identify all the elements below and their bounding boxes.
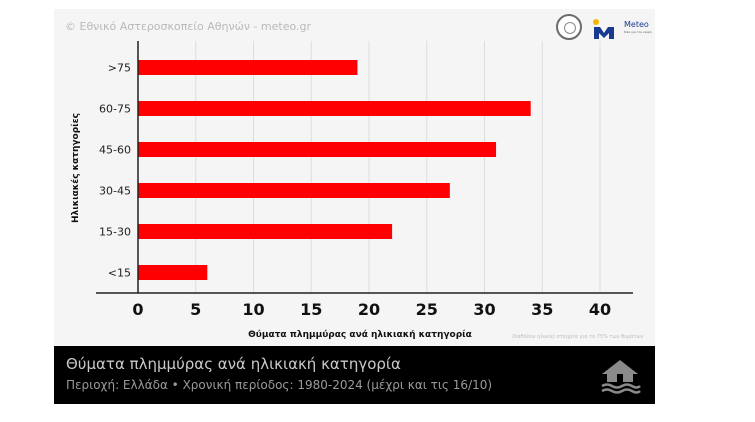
bar [138,183,450,198]
x-tick-label: 35 [531,300,553,319]
category-label: 30-45 [99,185,131,198]
category-label: >75 [108,62,131,75]
category-label: 15-30 [99,226,131,239]
copyright-text: © Εθνικό Αστεροσκοπείο Αθηνών - meteo.gr [65,20,312,33]
x-tick-label: 40 [589,300,611,319]
x-tick-label: 0 [132,300,143,319]
x-tick-label: 30 [473,300,495,319]
x-axis-label: Θύματα πλημμύρας ανά ηλικιακή κατηγορία [248,329,472,340]
category-label: 45-60 [99,144,131,157]
bar [138,60,358,75]
category-label: <15 [108,267,131,280]
bar [138,265,208,280]
logos: Meteo Όλα για τον καιρό [556,14,652,44]
noa-seal-icon [556,14,582,40]
footer-subtitle: Περιοχή: Ελλάδα • Χρονική περίοδος: 1980… [66,378,493,392]
meteo-logo-text: Meteo [624,20,649,29]
y-axis-label: Ηλικιακές κατηγορίες [70,113,81,223]
meteo-logo-icon [593,19,614,39]
bar [138,101,531,116]
x-tick-label: 10 [242,300,264,319]
disclaimer-text: (Καθόλου ηλικία) στοιχεία για το 75% των… [512,334,644,340]
x-tick-label: 15 [300,300,322,319]
category-label: 60-75 [99,103,131,116]
footer-banner: Θύματα πλημμύρας ανά ηλικιακή κατηγορία … [54,346,655,404]
bar [138,142,497,157]
x-tick-label: 5 [190,300,201,319]
bar [138,224,393,239]
x-tick-label: 25 [416,300,438,319]
footer-title: Θύματα πλημμύρας ανά ηλικιακή κατηγορία [66,355,401,373]
x-tick-label: 20 [358,300,380,319]
flood-house-icon [601,360,641,394]
meteo-logo-subtext: Όλα για τον καιρό [624,30,652,34]
